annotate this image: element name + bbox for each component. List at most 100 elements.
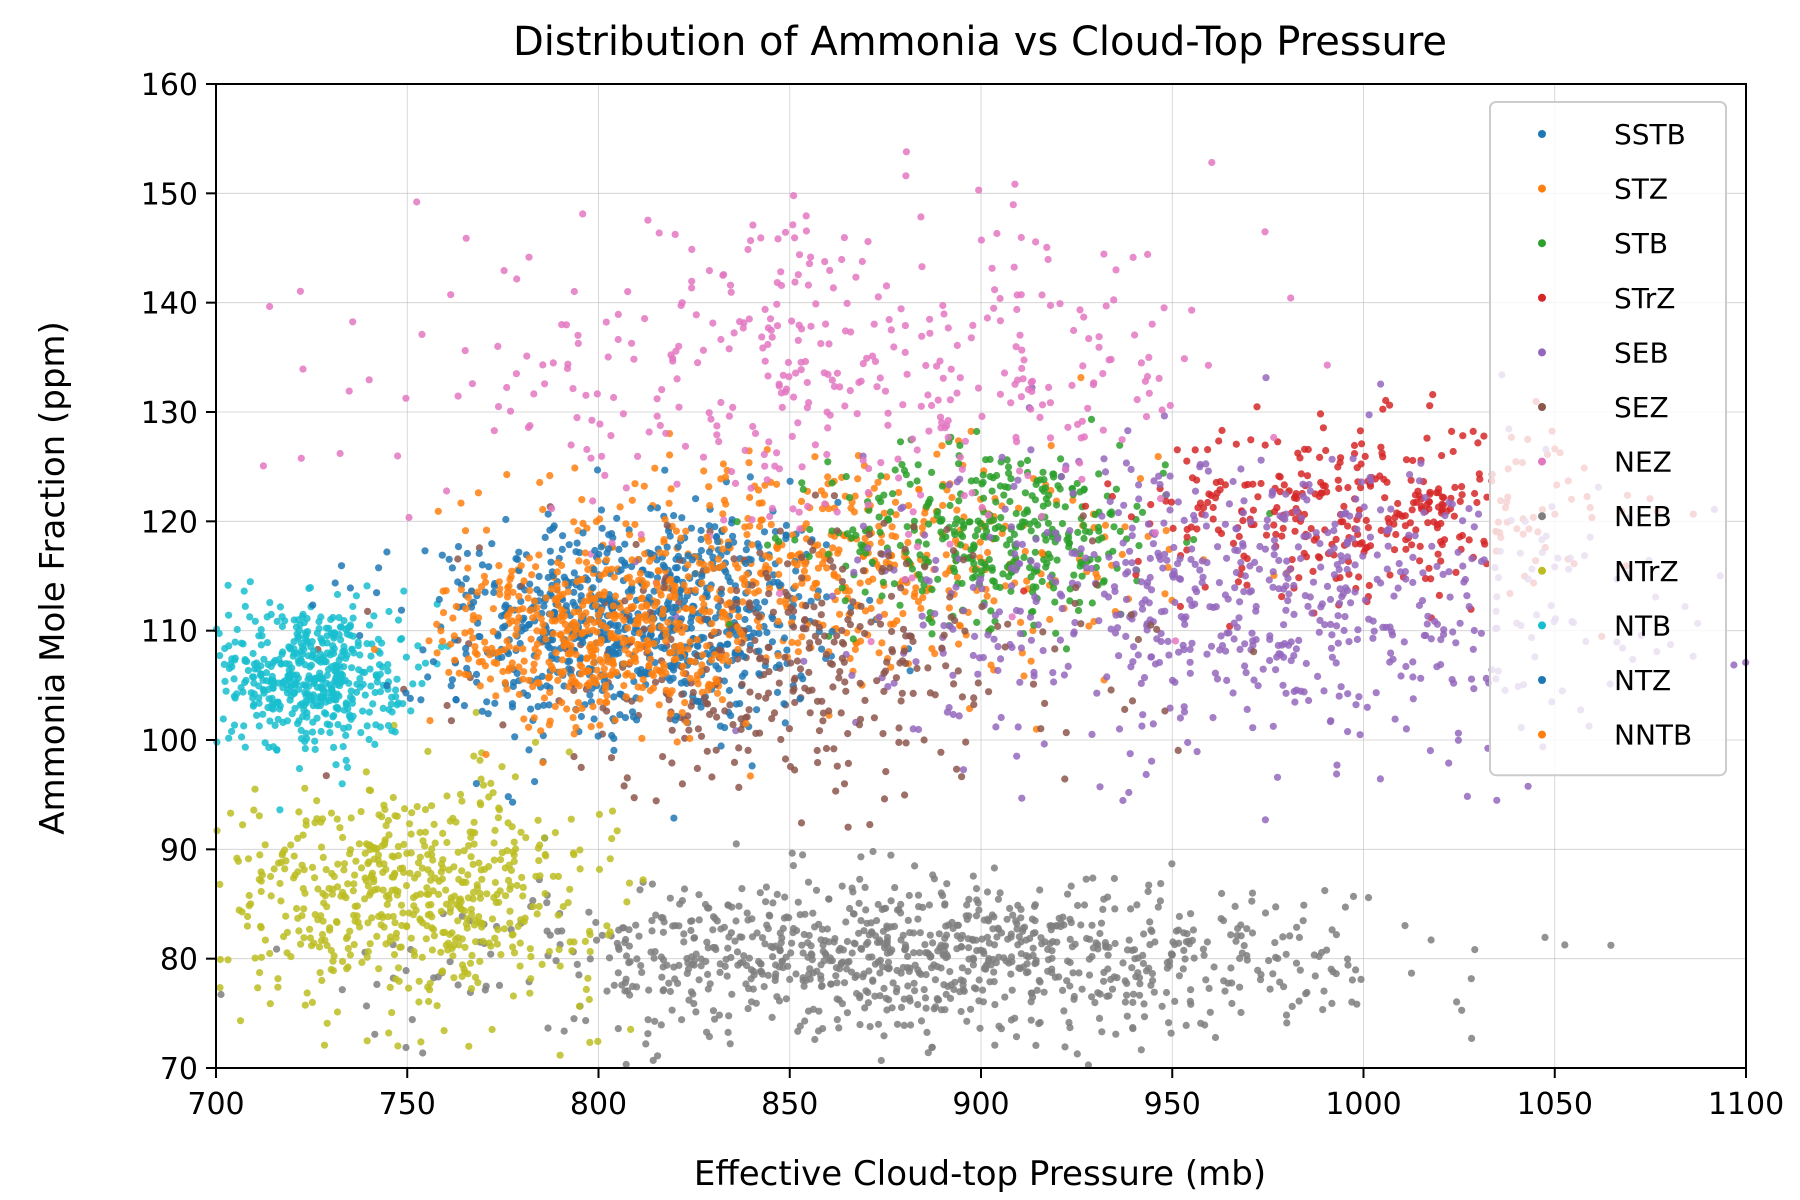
point-stb — [925, 520, 933, 528]
point-nez — [864, 238, 872, 246]
point-stz — [700, 467, 708, 475]
point-neb — [1269, 970, 1277, 978]
point-ntrz — [407, 934, 415, 942]
point-neb — [865, 931, 873, 939]
point-ntrz — [427, 901, 435, 909]
point-nez — [984, 511, 992, 519]
point-seb — [1271, 544, 1279, 552]
point-seb — [1221, 591, 1229, 599]
point-ntrz — [556, 962, 564, 970]
point-nez — [977, 236, 986, 244]
point-sez — [570, 686, 578, 695]
point-stz — [955, 621, 964, 629]
point-sez — [846, 621, 855, 629]
point-neb — [622, 975, 630, 983]
point-ntrz — [503, 847, 511, 855]
point-seb — [1445, 568, 1453, 576]
point-ntrz — [281, 865, 289, 873]
point-neb — [1128, 946, 1136, 955]
point-seb — [1334, 639, 1342, 647]
point-ntrz — [535, 857, 543, 865]
point-nez — [1043, 243, 1051, 251]
series-stb — [726, 415, 1274, 653]
point-stz — [819, 559, 827, 568]
point-seb — [1400, 638, 1408, 646]
point-neb — [482, 982, 490, 990]
point-nez — [939, 374, 947, 382]
point-nez — [1044, 255, 1052, 264]
point-seb — [854, 556, 862, 564]
point-sez — [861, 629, 869, 638]
point-sez — [1079, 512, 1087, 520]
point-ntrz — [428, 802, 436, 810]
point-seb — [1261, 816, 1269, 824]
point-stz — [793, 561, 801, 569]
point-sez — [791, 698, 799, 707]
point-stz — [746, 493, 754, 502]
point-neb — [586, 955, 594, 963]
point-neb — [750, 967, 758, 976]
point-nez — [589, 497, 597, 505]
point-neb — [792, 970, 800, 978]
point-sez — [811, 619, 819, 627]
point-stb — [921, 555, 930, 563]
point-ntrz — [282, 857, 290, 865]
point-seb — [1082, 564, 1090, 572]
point-neb — [1185, 940, 1193, 948]
point-sez — [784, 560, 792, 568]
point-ntrz — [311, 874, 319, 882]
point-neb — [731, 937, 739, 945]
point-sez — [879, 564, 887, 573]
point-seb — [1446, 593, 1454, 601]
point-sez — [901, 545, 909, 553]
point-sez — [931, 691, 939, 699]
point-neb — [1017, 905, 1025, 914]
point-nez — [993, 229, 1001, 238]
point-seb — [1122, 595, 1130, 604]
point-neb — [1401, 922, 1409, 930]
point-neb — [1127, 905, 1135, 913]
point-strz — [1465, 536, 1473, 544]
point-neb — [1098, 1028, 1106, 1036]
point-stb — [1040, 487, 1048, 495]
point-strz — [1440, 494, 1448, 502]
point-strz — [1408, 506, 1416, 514]
point-sez — [805, 644, 813, 652]
point-seb — [1377, 380, 1385, 388]
point-nez — [830, 382, 839, 391]
point-stb — [977, 558, 985, 566]
point-seb — [1439, 570, 1447, 579]
point-neb — [811, 1035, 819, 1044]
point-nez — [610, 393, 618, 402]
point-nez — [788, 317, 796, 325]
point-nez — [1099, 426, 1107, 434]
point-nez — [766, 512, 774, 521]
point-sez — [815, 623, 823, 632]
point-sez — [764, 689, 773, 697]
point-nez — [1102, 302, 1110, 310]
point-nez — [775, 382, 783, 390]
point-seb — [1143, 626, 1151, 634]
point-neb — [946, 994, 955, 1003]
point-sez — [1077, 620, 1085, 628]
point-sez — [1134, 635, 1142, 644]
point-ntrz — [270, 865, 278, 873]
point-seb — [1377, 579, 1385, 587]
point-neb — [1012, 1033, 1021, 1041]
point-neb — [1232, 937, 1240, 945]
point-sez — [810, 603, 818, 611]
point-ntrz — [362, 877, 370, 885]
point-nez — [958, 465, 966, 473]
point-ntrz — [421, 828, 429, 836]
point-nez — [749, 422, 757, 431]
point-nez — [525, 253, 533, 261]
point-seb — [1129, 658, 1137, 666]
point-stz — [739, 598, 747, 606]
point-nez — [727, 288, 735, 296]
point-ntrz — [450, 863, 458, 871]
point-neb — [726, 1040, 734, 1048]
point-sez — [813, 746, 821, 755]
point-nez — [1018, 364, 1026, 372]
point-seb — [1347, 599, 1355, 607]
point-stb — [1135, 542, 1143, 550]
